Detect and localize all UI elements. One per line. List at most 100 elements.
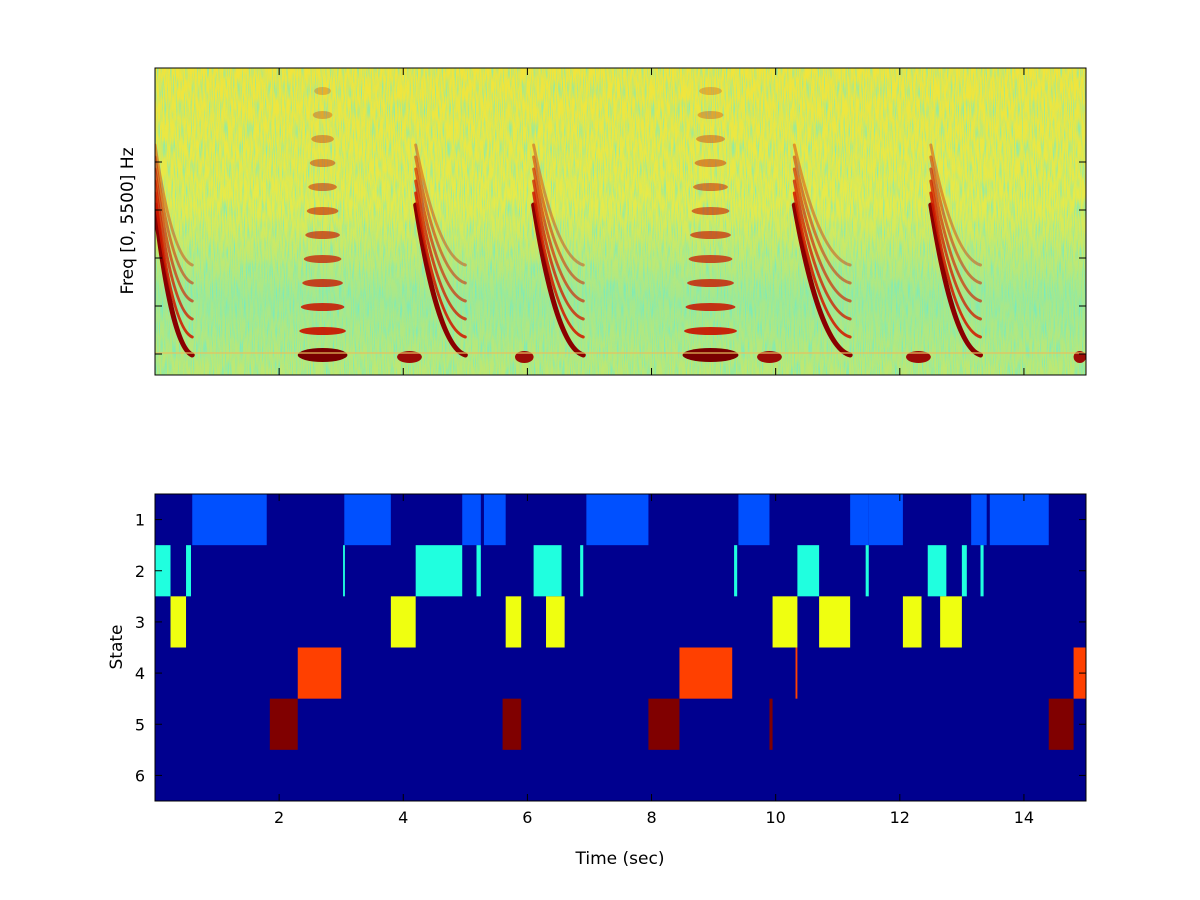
state-5-segment (502, 698, 522, 750)
harmonic-band (311, 135, 334, 143)
state-2-segment (155, 545, 171, 597)
harmonic-sweep (929, 143, 982, 267)
state-4-segment (679, 647, 733, 699)
harmonic-band (314, 87, 331, 95)
harmonic-band (303, 255, 342, 263)
state-2-segment (533, 545, 562, 597)
y-tick-label: 2 (135, 562, 145, 581)
harmonic-band (309, 159, 336, 167)
state-2-segment (186, 545, 191, 597)
harmonic-sweep (929, 155, 982, 285)
harmonic-band (682, 348, 739, 362)
harmonic-sweep (414, 167, 467, 303)
state-4-segment (795, 647, 798, 699)
y-tick-label: 3 (135, 613, 145, 632)
state-2-segment (476, 545, 481, 597)
state-3-segment (170, 596, 187, 648)
state-x-axis-label: Time (sec) (575, 849, 665, 869)
harmonic-sweep (414, 155, 467, 285)
x-tick-label: 4 (398, 808, 408, 827)
state-1-segment (192, 494, 267, 546)
harmonic-band (305, 231, 340, 239)
y-tick-label: 4 (135, 664, 145, 683)
harmonic-sweep (155, 155, 194, 285)
harmonic-sweep (929, 191, 982, 339)
harmonic-band (699, 87, 722, 95)
harmonic-band (693, 183, 728, 191)
harmonic-band (684, 327, 737, 335)
harmonic-sweep (155, 143, 194, 267)
state-1-segment (586, 494, 649, 546)
harmonic-sweep (532, 191, 585, 339)
state-3-segment (505, 596, 522, 648)
spectrogram-ticks (155, 68, 1086, 375)
harmonic-sweep (532, 143, 585, 267)
harmonic-band (688, 255, 733, 263)
harmonic-band (694, 159, 727, 167)
y-tick-label: 6 (135, 766, 145, 785)
harmonic-sweep (929, 179, 982, 321)
state-1-segment (483, 494, 506, 546)
state-2-segment (415, 545, 463, 597)
state-2-segment (865, 545, 869, 597)
harmonic-band (306, 207, 339, 215)
harmonic-band (302, 279, 343, 287)
state-5-segment (1048, 698, 1074, 750)
spectrogram-y-axis-label: Freq [0, 5500] Hz (118, 147, 138, 294)
state-2-segment (980, 545, 984, 597)
state-3-segment (390, 596, 416, 648)
state-2-segment (734, 545, 738, 597)
harmonic-sweep (155, 202, 195, 358)
state-2-segment (927, 545, 947, 597)
state-2-segment (797, 545, 820, 597)
harmonic-sweep (155, 191, 194, 339)
state-1-segment (462, 494, 481, 546)
state-3-segment (940, 596, 962, 648)
state-3-segment (772, 596, 798, 648)
harmonic-sweep (791, 202, 853, 358)
state-5-segment (269, 698, 298, 750)
x-tick-label: 12 (890, 808, 910, 827)
state-2-segment (343, 545, 345, 597)
y-tick-label: 1 (135, 511, 145, 530)
harmonic-band (685, 303, 736, 311)
state-4-segment (297, 647, 342, 699)
state-1-segment (868, 494, 903, 546)
spectrogram-frame (154, 67, 1087, 376)
harmonic-sweep (155, 167, 194, 303)
state-1-segment (738, 494, 770, 546)
harmonic-sweep (531, 202, 586, 358)
harmonic-sweep (928, 202, 983, 358)
harmonic-sweep (414, 179, 467, 321)
harmonic-sweep (532, 179, 585, 321)
harmonic-sweep (155, 179, 194, 321)
harmonic-sweep (792, 155, 852, 285)
harmonic-sweep (532, 167, 585, 303)
harmonic-band (300, 303, 345, 311)
harmonic-band (308, 183, 337, 191)
state-1-segment (344, 494, 391, 546)
state-segments (155, 494, 1086, 750)
state-3-segment (819, 596, 851, 648)
spectrogram-calls (155, 87, 1086, 363)
harmonic-sweep (929, 167, 982, 303)
harmonic-band (691, 207, 730, 215)
state-2-segment (580, 545, 584, 597)
x-tick-label: 14 (1014, 808, 1034, 827)
harmonic-sweep (413, 202, 468, 358)
harmonic-band (299, 327, 346, 335)
spectrogram-axes: Freq [0, 5500] Hz (118, 67, 1087, 376)
state-1-segment (989, 494, 1049, 546)
harmonic-sweep (792, 191, 852, 339)
state-3-segment (546, 596, 565, 648)
x-tick-label: 6 (522, 808, 532, 827)
harmonic-band (297, 348, 348, 362)
state-2-segment (961, 545, 967, 597)
state-5-segment (648, 698, 680, 750)
state-frame (154, 493, 1087, 802)
harmonic-band (696, 135, 725, 143)
harmonic-sweep (414, 191, 467, 339)
